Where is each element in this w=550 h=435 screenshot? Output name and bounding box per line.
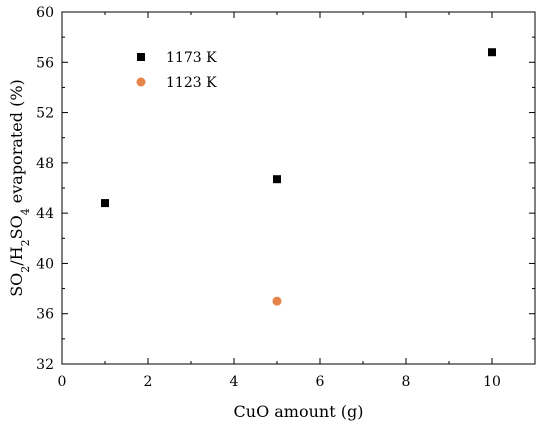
- legend-label: 1123 K: [166, 75, 217, 91]
- legend-label: 1173 K: [166, 50, 217, 66]
- data-points: [101, 48, 496, 306]
- legend-marker-square: [137, 53, 145, 61]
- data-point-circle: [272, 296, 282, 306]
- data-point-square: [101, 199, 109, 208]
- x-axis: 0 2 4 6 8 10: [58, 12, 536, 390]
- x-tick-label: 8: [402, 374, 411, 390]
- x-tick-label: 10: [483, 374, 501, 390]
- data-point-square: [273, 175, 281, 184]
- data-point-square: [488, 48, 496, 57]
- legend-marker-circle: [136, 77, 146, 87]
- x-axis-title: CuO amount (g): [234, 402, 364, 421]
- legend: 1173 K 1123 K: [136, 50, 217, 91]
- y-tick-label: 52: [36, 106, 54, 122]
- y-axis: 32 36 40 44 48 52 56 60: [36, 5, 535, 373]
- y-axis-title: SO2/H2SO4 evaporated (%): [7, 79, 32, 297]
- x-tick-label: 0: [58, 374, 67, 390]
- x-tick-label: 4: [230, 374, 239, 390]
- plot-frame: [61, 11, 536, 365]
- y-tick-label: 40: [36, 256, 54, 272]
- y-tick-label: 32: [36, 357, 54, 373]
- y-tick-label: 36: [36, 307, 54, 323]
- x-tick-label: 6: [316, 374, 325, 390]
- x-tick-label: 2: [144, 374, 153, 390]
- y-tick-label: 56: [36, 55, 54, 71]
- y-tick-label: 60: [36, 5, 54, 21]
- y-tick-label: 44: [36, 206, 54, 222]
- y-tick-label: 48: [36, 156, 54, 172]
- plot-area: [61, 11, 536, 365]
